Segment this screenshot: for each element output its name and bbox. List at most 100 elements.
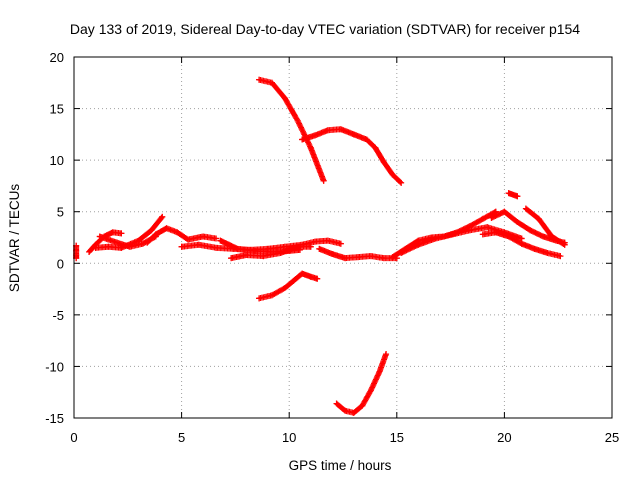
data-point bbox=[389, 254, 396, 261]
data-point bbox=[367, 253, 374, 260]
data-point bbox=[337, 240, 344, 247]
data-point bbox=[333, 400, 340, 407]
data-point bbox=[225, 241, 232, 248]
x-tick-label: 5 bbox=[178, 430, 185, 445]
data-point bbox=[234, 245, 241, 252]
data-point bbox=[217, 237, 224, 244]
data-point bbox=[350, 131, 357, 138]
data-point bbox=[243, 252, 250, 259]
data-point bbox=[540, 233, 547, 240]
data-point bbox=[505, 233, 512, 240]
data-point bbox=[185, 236, 192, 243]
data-point bbox=[484, 224, 491, 231]
series-arc-13 bbox=[333, 351, 390, 416]
data-point bbox=[312, 132, 319, 139]
data-point bbox=[307, 144, 314, 151]
y-axis-label: SDTVAR / TECUs bbox=[7, 184, 22, 293]
data-point bbox=[350, 409, 357, 416]
data-point bbox=[544, 249, 551, 256]
data-point bbox=[152, 231, 159, 238]
data-point bbox=[163, 225, 170, 232]
data-point bbox=[126, 243, 133, 250]
data-point bbox=[316, 245, 323, 252]
data-point bbox=[114, 239, 121, 246]
data-point bbox=[307, 243, 314, 250]
data-point bbox=[535, 215, 542, 222]
data-point bbox=[342, 255, 349, 262]
y-tick-label: -10 bbox=[45, 359, 64, 374]
series-arc-19 bbox=[522, 205, 568, 248]
series-arc-18 bbox=[505, 190, 521, 200]
data-point bbox=[195, 241, 202, 248]
data-point bbox=[415, 241, 422, 248]
data-point bbox=[290, 277, 297, 284]
data-point bbox=[296, 246, 303, 253]
data-point bbox=[314, 275, 321, 282]
data-point bbox=[299, 270, 306, 277]
data-point bbox=[342, 407, 349, 414]
x-tick-label: 10 bbox=[282, 430, 296, 445]
data-point bbox=[213, 235, 220, 242]
data-point bbox=[260, 253, 267, 260]
data-point bbox=[277, 249, 284, 256]
data-point bbox=[383, 351, 390, 358]
series-arc-17 bbox=[479, 229, 564, 260]
series-arc-11 bbox=[256, 270, 321, 302]
data-point bbox=[505, 190, 512, 197]
data-point bbox=[320, 177, 327, 184]
data-point bbox=[329, 251, 336, 258]
data-point bbox=[312, 238, 319, 245]
data-point bbox=[118, 230, 125, 237]
data-point bbox=[372, 144, 379, 151]
data-point bbox=[256, 76, 263, 83]
data-point bbox=[200, 233, 207, 240]
y-tick-label: 5 bbox=[57, 205, 64, 220]
data-point bbox=[376, 368, 383, 375]
plot-frame bbox=[73, 56, 613, 419]
data-point bbox=[380, 255, 387, 262]
data-point bbox=[144, 239, 151, 246]
data-point bbox=[432, 235, 439, 242]
data-point bbox=[359, 402, 366, 409]
data-point bbox=[92, 244, 99, 251]
data-point bbox=[268, 79, 275, 86]
y-tick-label: 0 bbox=[57, 256, 64, 271]
data-point bbox=[531, 245, 538, 252]
data-point bbox=[337, 126, 344, 133]
series-arc-12 bbox=[316, 245, 400, 262]
data-point bbox=[178, 243, 185, 250]
x-tick-label: 20 bbox=[497, 430, 511, 445]
data-point bbox=[281, 95, 288, 102]
grid-lines bbox=[74, 57, 612, 418]
data-point bbox=[105, 243, 112, 250]
y-tick-label: 10 bbox=[50, 153, 64, 168]
data-point bbox=[299, 136, 306, 143]
data-point bbox=[96, 233, 103, 240]
series-arc-10 bbox=[299, 126, 405, 186]
data-point bbox=[449, 231, 456, 238]
data-point bbox=[548, 233, 555, 240]
data-point bbox=[466, 227, 473, 234]
data-point bbox=[557, 253, 564, 260]
y-tick-label: 15 bbox=[50, 102, 64, 117]
data-point bbox=[324, 237, 331, 244]
data-point bbox=[367, 387, 374, 394]
series-arc-8 bbox=[228, 243, 314, 262]
data-point bbox=[355, 254, 362, 261]
data-point bbox=[518, 240, 525, 247]
data-point bbox=[86, 248, 93, 255]
chart-title: Day 133 of 2019, Sidereal Day-to-day VTE… bbox=[70, 21, 580, 37]
data-point bbox=[109, 229, 116, 236]
data-point bbox=[398, 179, 405, 186]
data-point bbox=[514, 219, 521, 226]
data-point bbox=[213, 244, 220, 251]
x-tick-label: 25 bbox=[605, 430, 619, 445]
data-point bbox=[281, 285, 288, 292]
data-point bbox=[488, 214, 495, 221]
data-point bbox=[139, 240, 146, 247]
data-point bbox=[294, 243, 301, 250]
data-point bbox=[307, 273, 314, 280]
data-point bbox=[527, 227, 534, 234]
data-points bbox=[73, 76, 568, 416]
